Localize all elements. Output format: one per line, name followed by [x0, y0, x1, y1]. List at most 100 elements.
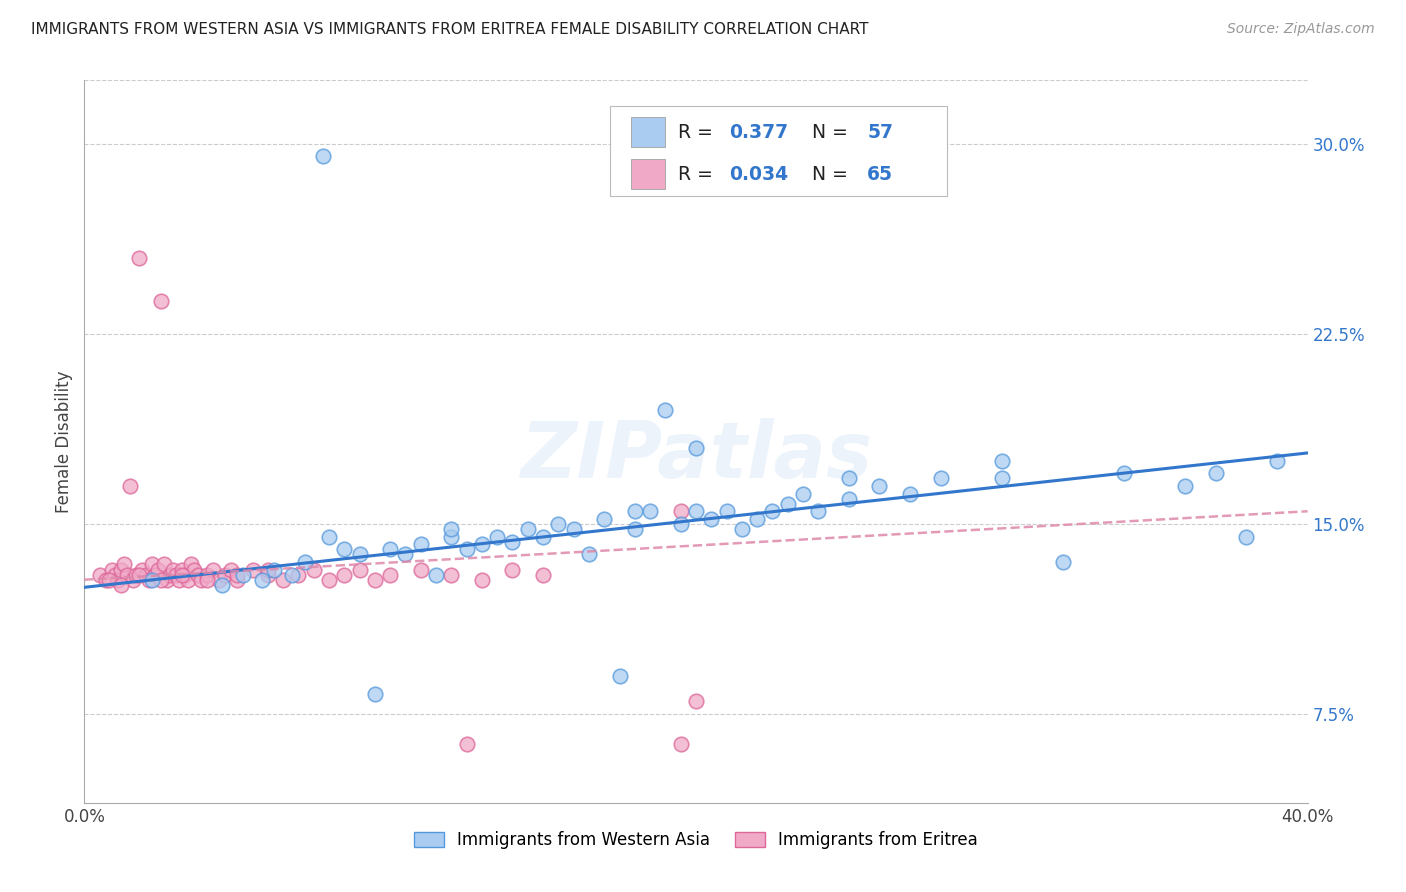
Point — [440, 530, 463, 544]
Text: N =: N = — [800, 123, 853, 142]
Point — [112, 558, 135, 572]
Point — [156, 573, 179, 587]
Point — [195, 573, 218, 587]
Point — [180, 558, 202, 572]
Bar — [631, 117, 665, 147]
Point — [700, 512, 723, 526]
Point — [226, 567, 249, 582]
Point — [380, 567, 402, 582]
Point — [219, 563, 242, 577]
Point — [669, 516, 692, 531]
Point — [547, 516, 569, 531]
Point — [669, 504, 692, 518]
Point — [159, 567, 181, 582]
Text: Source: ZipAtlas.com: Source: ZipAtlas.com — [1227, 22, 1375, 37]
Point — [333, 542, 356, 557]
Point — [898, 486, 921, 500]
Point — [97, 573, 120, 587]
Point — [838, 491, 860, 506]
Point — [531, 567, 554, 582]
Point — [685, 504, 707, 518]
Point — [190, 573, 212, 587]
Point — [172, 567, 194, 582]
Point — [1205, 467, 1227, 481]
Text: ZIPatlas: ZIPatlas — [520, 418, 872, 494]
Point — [135, 567, 157, 582]
Point — [242, 563, 264, 577]
Point — [440, 567, 463, 582]
Point — [792, 486, 814, 500]
Point — [991, 453, 1014, 467]
Y-axis label: Female Disability: Female Disability — [55, 370, 73, 513]
Point — [471, 573, 494, 587]
Bar — [631, 159, 665, 189]
Point — [110, 578, 132, 592]
Point — [333, 567, 356, 582]
Point — [101, 563, 124, 577]
Point — [120, 479, 142, 493]
Point — [761, 504, 783, 518]
Point — [1236, 530, 1258, 544]
Point — [1174, 479, 1197, 493]
Point — [141, 558, 163, 572]
Point — [122, 573, 145, 587]
Point — [211, 578, 233, 592]
Point — [318, 573, 340, 587]
Point — [502, 563, 524, 577]
Point — [104, 567, 127, 582]
Point — [294, 555, 316, 569]
Point — [456, 738, 478, 752]
Point — [214, 567, 236, 582]
Point — [1265, 453, 1288, 467]
Point — [94, 573, 117, 587]
Point — [685, 694, 707, 708]
Point — [929, 471, 952, 485]
Legend: Immigrants from Western Asia, Immigrants from Eritrea: Immigrants from Western Asia, Immigrants… — [408, 824, 984, 856]
Point — [263, 563, 285, 577]
Point — [165, 567, 187, 582]
Point — [107, 573, 129, 587]
Point — [312, 149, 335, 163]
Point — [271, 573, 294, 587]
Point — [153, 558, 176, 572]
Point — [141, 573, 163, 587]
Point — [287, 567, 309, 582]
Point — [991, 471, 1014, 485]
Point — [593, 512, 616, 526]
Point — [143, 567, 166, 582]
Point — [162, 563, 184, 577]
Point — [186, 567, 208, 582]
Point — [409, 537, 432, 551]
Point — [149, 573, 172, 587]
Point — [440, 522, 463, 536]
Point — [1114, 467, 1136, 481]
Point — [349, 563, 371, 577]
Point — [394, 547, 416, 561]
Point — [125, 567, 148, 582]
Text: 57: 57 — [868, 123, 893, 142]
Point — [226, 573, 249, 587]
Point — [115, 567, 138, 582]
Point — [380, 542, 402, 557]
Point — [624, 504, 647, 518]
Point — [1052, 555, 1074, 569]
Point — [146, 563, 169, 577]
Point — [409, 563, 432, 577]
Text: R =: R = — [678, 165, 718, 184]
Point — [654, 402, 676, 417]
Point — [562, 522, 585, 536]
FancyBboxPatch shape — [610, 105, 946, 196]
Point — [257, 567, 280, 582]
Point — [167, 573, 190, 587]
Point — [138, 573, 160, 587]
Point — [149, 293, 172, 308]
Point — [731, 522, 754, 536]
Point — [471, 537, 494, 551]
Point — [716, 504, 738, 518]
Point — [624, 522, 647, 536]
Point — [232, 567, 254, 582]
Point — [838, 471, 860, 485]
Point — [318, 530, 340, 544]
Point — [456, 542, 478, 557]
Point — [195, 567, 218, 582]
